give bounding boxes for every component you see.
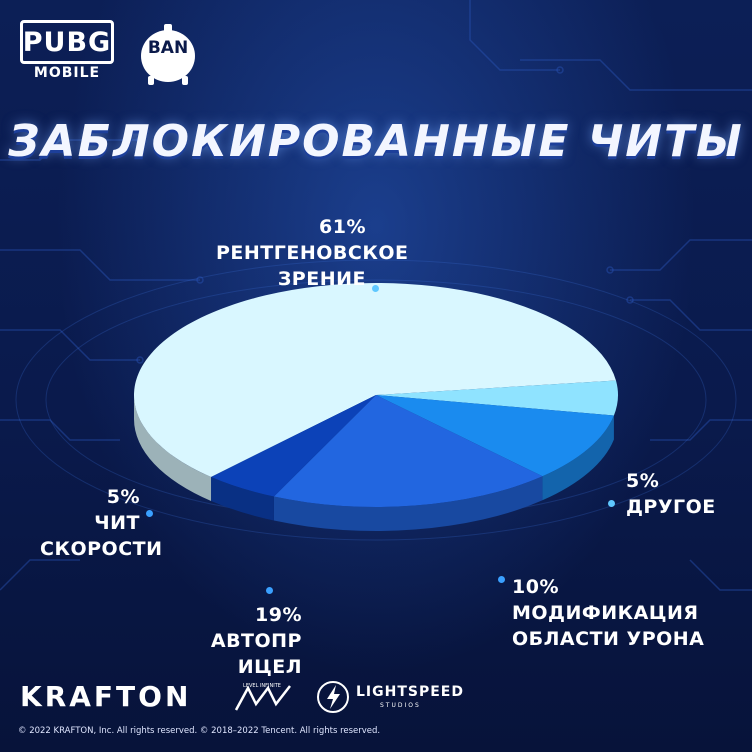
- speed-line2: СКОРОСТИ: [40, 538, 163, 560]
- pie-slice-1: [376, 380, 618, 416]
- pie-slice-3: [273, 395, 543, 507]
- other-label: 5% ДРУГОЕ: [626, 468, 716, 520]
- pie-side-slice-2: [542, 415, 614, 501]
- lightspeed-sub: STUDIOS: [380, 702, 421, 709]
- krafton-logo: KRAFTON: [20, 680, 192, 713]
- ban-pan-icon: [141, 24, 195, 85]
- other-dot: [608, 500, 615, 507]
- xray-dot: [372, 285, 379, 292]
- aim-label: 19% АВТОПР ИЦЕЛ: [172, 602, 302, 680]
- speed-pct: 5%: [106, 486, 140, 508]
- other-pct: 5%: [626, 470, 660, 492]
- pie-side-slice-3: [273, 476, 543, 531]
- pie-side: [134, 395, 614, 531]
- pubg-mobile-logo: PUBG MOBILE: [20, 20, 114, 88]
- dmg-pct: 10%: [512, 576, 559, 598]
- pie-slice-4: [211, 395, 376, 497]
- xray-pct: 61%: [319, 216, 366, 238]
- speed-dot: [146, 510, 153, 517]
- xray-line1: РЕНТГЕНОВСКОЕ: [216, 242, 409, 264]
- dmg-line1: МОДИФИКАЦИЯ: [512, 602, 699, 624]
- pie-side-slice-4: [211, 476, 274, 521]
- speed-line1: ЧИТ: [94, 512, 140, 534]
- pie-top: [133, 283, 618, 507]
- aim-dot: [266, 587, 273, 594]
- other-line1: ДРУГОЕ: [626, 496, 716, 518]
- pie-slice-2: [376, 395, 614, 477]
- dmg-label: 10% МОДИФИКАЦИЯ ОБЛАСТИ УРОНА: [512, 574, 704, 652]
- lightspeed-text: LIGHTSPEED: [356, 684, 464, 700]
- page-title: ЗАБЛОКИРОВАННЫЕ ЧИТЫ: [8, 116, 744, 167]
- ban-badge-text: BAN: [147, 38, 189, 58]
- level-infinite-text: LEVEL INFINITE: [243, 683, 281, 689]
- footer-logos: KRAFTON LEVEL INFINITE LIGHTSPEED STUDIO…: [20, 680, 740, 716]
- pie-side-slice-0: [134, 395, 212, 501]
- aim-line1: АВТОПР ИЦЕЛ: [210, 630, 302, 678]
- level-infinite-logo: LEVEL INFINITE: [234, 683, 291, 711]
- dmg-line2: ОБЛАСТИ УРОНА: [512, 628, 705, 650]
- pie-slice-0: [133, 283, 616, 477]
- copyright: © 2022 KRAFTON, Inc. All rights reserved…: [18, 726, 381, 736]
- dmg-dot: [498, 576, 505, 583]
- lightspeed-icon: [317, 681, 349, 713]
- pubg-mobile-sub: MOBILE: [33, 65, 101, 81]
- xray-line2: ЗРЕНИЕ: [277, 268, 366, 290]
- aim-pct: 19%: [255, 604, 302, 626]
- speed-label: 5% ЧИТ СКОРОСТИ: [40, 484, 163, 562]
- pubg-word: PUBG: [20, 20, 114, 64]
- xray-label: 61% РЕНТГЕНОВСКОЕ ЗРЕНИЕ: [216, 214, 409, 292]
